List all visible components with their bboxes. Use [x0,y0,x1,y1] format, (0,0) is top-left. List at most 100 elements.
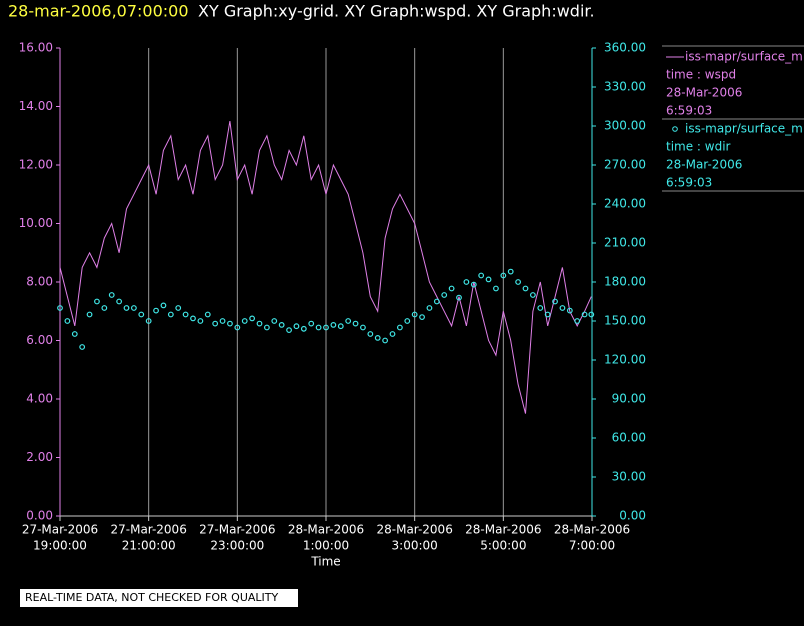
note: REAL-TIME DATA, NOT CHECKED FOR QUALITY [25,591,279,604]
legend-swatch [672,126,678,132]
wdir-point [566,307,573,314]
wdir-point [315,324,322,331]
wdir-point [130,305,137,311]
wdir-point [249,315,256,322]
wdir-point [463,279,470,285]
datetime: 28-mar-2006,07:00:00 [8,2,189,21]
y2-tick-label: 0.00 [619,509,646,523]
wdir-point [286,327,292,334]
wdir-point [234,324,241,331]
x-tick-label: 3:00:00 [392,539,438,553]
x-tick-label: 28-Mar-2006 [376,523,452,537]
wdir-point [515,279,522,285]
wdir-point [101,305,108,311]
wdir-point [544,311,551,318]
y-tick-label: 6.00 [26,333,53,347]
wdir-point [588,311,595,318]
y-tick-label: 10.00 [19,216,53,230]
wdir-point [411,311,418,318]
x-axis-label: Time [310,555,340,569]
legend-line: 28-Mar-2006 [666,158,742,172]
wdir-point [485,276,492,283]
wdir-point [308,320,315,327]
wdir-point [374,335,381,341]
wdir-point [271,318,278,324]
y2-tick-label: 360.00 [604,41,646,55]
wdir-point [86,311,93,318]
wdir-point [256,320,263,327]
wdir-point [529,292,536,298]
title: XY Graph:xy-grid. XY Graph:wspd. XY Grap… [198,2,595,21]
wdir-point [360,324,366,331]
y2-tick-label: 150.00 [604,314,646,328]
wdir-point [197,318,204,324]
y2-tick-label: 180.00 [604,275,646,289]
wdir-point [552,298,558,305]
wdir-point [330,322,337,328]
wdir-point [404,318,411,324]
wdir-point [123,305,130,311]
x-tick-label: 27-Mar-2006 [22,523,98,537]
wdir-point [478,272,485,279]
wdir-point [138,311,145,318]
wdir-point [441,292,448,298]
wdir-point [71,331,78,337]
wdir-point [448,285,455,292]
x-tick-label: 1:00:00 [303,539,349,553]
wdir-point [167,311,174,318]
wdir-point [419,314,425,321]
wdir-point [116,298,123,305]
wdir-point [537,305,544,311]
wdir-point [507,268,514,275]
wdir-point [396,324,403,331]
wdir-point [574,318,581,324]
legend-line: time : wspd [666,68,736,82]
wdir-point [367,331,374,337]
legend-line: time : wdir [666,140,731,154]
x-tick-label: 19:00:00 [33,539,87,553]
y-tick-label: 14.00 [19,99,53,113]
wdir-point [522,285,529,292]
wdir-point [345,318,352,324]
wdir-point [293,323,300,330]
wdir-point [227,320,233,327]
wdir-point [300,325,307,332]
x-tick-label: 27-Mar-2006 [199,523,275,537]
wdir-point [278,322,285,328]
wdir-point [426,305,433,311]
wdir-point [382,337,389,344]
wdir-point [64,318,71,324]
wspd-line [59,121,592,414]
wdir-point [500,272,507,279]
wdir-point [160,302,167,309]
wdir-point [559,305,566,311]
y2-tick-label: 270.00 [604,158,646,172]
wdir-point [581,311,588,318]
y2-tick-label: 330.00 [604,80,646,94]
wdir-point [190,315,196,322]
legend-line: 6:59:03 [666,104,712,118]
wdir-point [57,305,63,311]
y-tick-label: 12.00 [19,158,53,172]
wdir-point [493,285,499,292]
y-tick-label: 16.00 [19,41,53,55]
y2-tick-label: 60.00 [612,431,646,445]
x-tick-label: 28-Mar-2006 [288,523,364,537]
wdir-point [263,324,270,331]
x-tick-label: 7:00:00 [569,539,615,553]
wdir-point [389,331,396,337]
wdir-point [456,294,462,301]
legend-line: 28-Mar-2006 [666,86,742,100]
y-tick-label: 0.00 [26,509,53,523]
wdir-point [219,318,226,324]
wdir-point [212,320,219,327]
y2-tick-label: 240.00 [604,197,646,211]
wdir-point [79,344,86,350]
y-tick-label: 4.00 [26,392,53,406]
wdir-point [470,281,477,288]
x-tick-label: 5:00:00 [480,539,526,553]
legend-line: 6:59:03 [666,176,712,190]
y2-tick-label: 120.00 [604,353,646,367]
